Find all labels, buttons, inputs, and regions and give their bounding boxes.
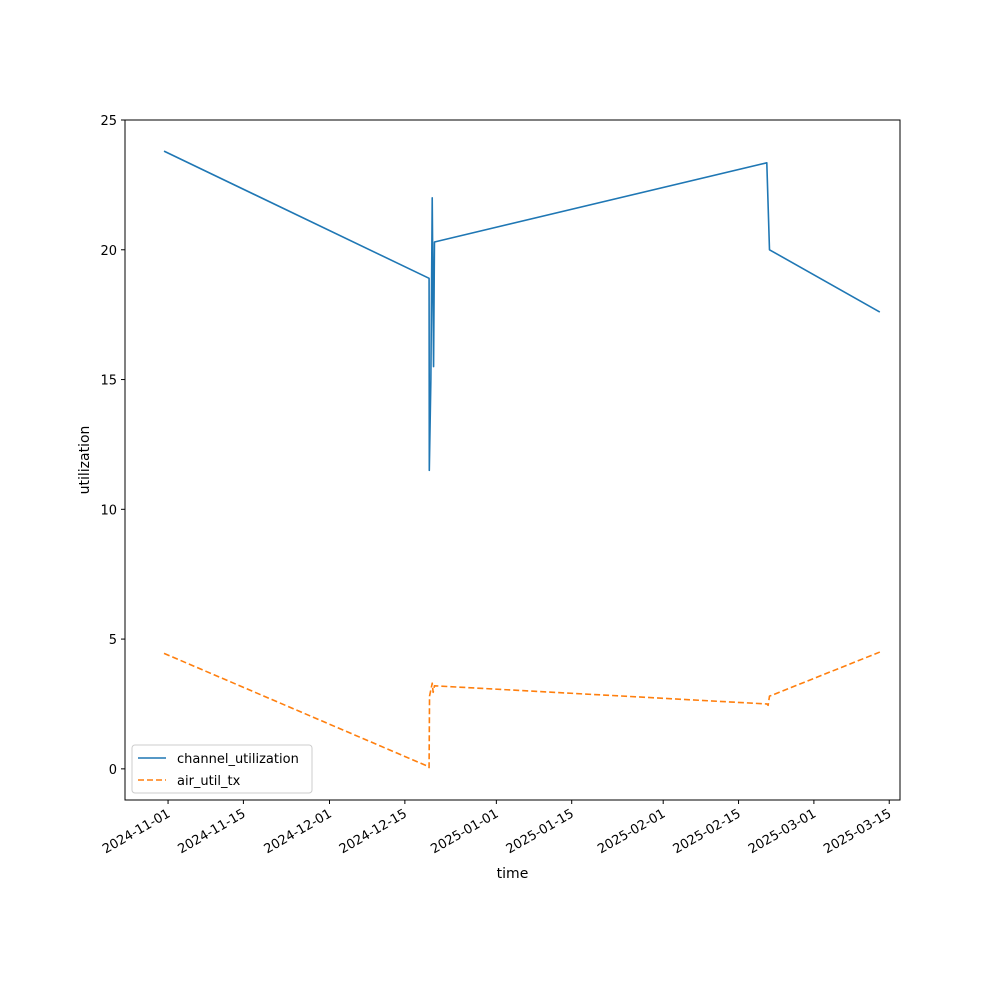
legend: channel_utilization air_util_tx <box>131 744 313 794</box>
x-tick-label: 2025-03-15 <box>821 806 894 857</box>
x-tick-label: 2025-03-01 <box>746 806 819 857</box>
legend-box <box>131 744 313 794</box>
legend-entry-channel-utilization: channel_utilization <box>177 752 299 767</box>
x-tick-label: 2024-12-15 <box>337 806 410 857</box>
x-tick-label: 2025-02-01 <box>595 806 668 857</box>
plot-area <box>124 119 901 801</box>
series-line-air-util-tx <box>163 651 881 769</box>
x-tick-label: 2025-02-15 <box>671 806 744 857</box>
x-tick-label: 2024-11-15 <box>175 806 248 857</box>
y-tick-label: 0 <box>109 763 117 778</box>
y-tick-label: 5 <box>109 633 117 648</box>
y-tick-label: 10 <box>100 503 117 518</box>
x-tick-label: 2025-01-01 <box>428 806 501 857</box>
legend-entry-air-util-tx: air_util_tx <box>177 774 241 789</box>
x-axis: 2024-11-01 2024-11-15 2024-12-01 2024-12-15… <box>100 800 894 857</box>
x-tick-label: 2025-01-15 <box>504 806 577 857</box>
series-layer <box>163 150 881 769</box>
y-tick-label: 20 <box>100 244 117 259</box>
y-axis: 0 5 10 15 20 25 <box>100 114 125 778</box>
y-axis-label: utilization <box>77 426 93 495</box>
series-line-channel-utilization <box>163 150 881 472</box>
plot-frame <box>124 119 901 801</box>
x-tick-label: 2024-12-01 <box>262 806 335 857</box>
y-tick-label: 25 <box>100 114 117 129</box>
x-axis-label: time <box>497 866 529 882</box>
x-tick-label: 2024-11-01 <box>100 806 173 857</box>
y-tick-label: 15 <box>100 374 117 389</box>
